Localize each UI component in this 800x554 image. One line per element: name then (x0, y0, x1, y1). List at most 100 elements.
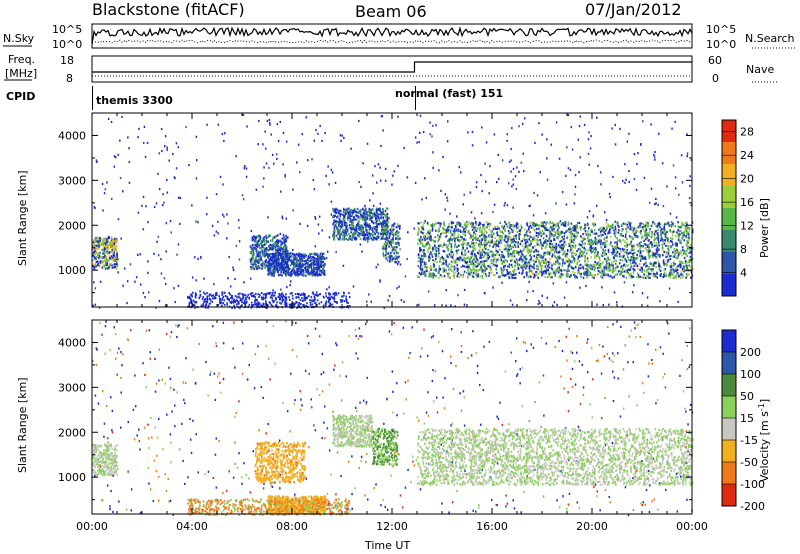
echo-cell (376, 219, 379, 222)
echo-cell (465, 226, 467, 229)
echo-cell (675, 244, 677, 247)
echo-cell (473, 248, 475, 251)
noise-echo (635, 188, 638, 191)
echo-cell (640, 256, 642, 259)
echo-cell (271, 265, 274, 268)
echo-cell (284, 250, 286, 254)
echo-cell (648, 254, 650, 257)
echo-cell (111, 248, 113, 251)
noise-echo (242, 113, 245, 116)
noise-echo (605, 218, 608, 222)
noise-strip: 10^5 10^0 10^5 10^0 N.Sky N.Search (3, 23, 796, 51)
echo-cell (299, 263, 301, 266)
noise-echo (446, 199, 449, 202)
echo-cell (516, 259, 519, 262)
noise-echo (532, 214, 535, 217)
echo-cell (345, 212, 347, 215)
echo-cell (111, 245, 114, 248)
echo-cell (285, 260, 287, 263)
echo-cell (324, 263, 326, 266)
echo-cell (558, 234, 560, 238)
echo-cell (631, 238, 634, 241)
echo-cell (544, 246, 547, 250)
echo-cell (112, 251, 114, 254)
echo-cell (677, 230, 680, 233)
echo-cell (281, 247, 284, 250)
echo-cell (257, 255, 260, 258)
noise-echo (103, 250, 106, 253)
echo-cell (561, 222, 564, 225)
echo-cell (605, 244, 607, 247)
echo-cell (364, 212, 366, 215)
noise-echo (137, 136, 139, 139)
echo-cell (442, 250, 445, 253)
noise-echo (509, 299, 512, 302)
noise-echo (451, 250, 454, 254)
echo-cell (349, 234, 351, 238)
echo-cell (496, 250, 499, 253)
echo-cell (268, 245, 270, 248)
echo-cell (498, 254, 501, 257)
echo-cell (384, 254, 387, 257)
echo-cell (251, 236, 254, 239)
echo-cell (626, 251, 628, 254)
noise-echo (625, 260, 628, 263)
echo-cell (96, 244, 98, 247)
echo-cell (421, 270, 423, 273)
echo-cell (316, 262, 319, 265)
echo-cell (497, 234, 500, 237)
echo-cell (319, 272, 321, 275)
echo-cell (545, 226, 547, 229)
noise-echo (272, 289, 274, 292)
echo-cell (544, 240, 546, 243)
noise-echo (622, 234, 624, 238)
noise-echo (484, 162, 486, 165)
echo-cell (621, 271, 623, 274)
echo-cell (597, 273, 599, 276)
echo-cell (459, 222, 462, 225)
echo-cell (394, 257, 397, 261)
echo-cell (532, 221, 535, 225)
echo-cell (643, 229, 645, 232)
echo-cell (673, 248, 676, 251)
noise-echo (224, 132, 226, 135)
echo-cell (296, 262, 299, 265)
echo-cell (363, 234, 366, 237)
noise-echo (352, 285, 355, 288)
echo-cell (609, 231, 611, 234)
echo-cell (542, 225, 545, 228)
echo-cell (324, 273, 326, 276)
echo-cell (658, 221, 660, 225)
echo-cell (594, 274, 596, 277)
echo-cell (594, 232, 596, 235)
echo-cell (596, 263, 598, 266)
echo-cell (438, 227, 440, 230)
echo-cell (417, 232, 419, 235)
echo-cell (395, 251, 398, 255)
echo-cell (524, 246, 527, 249)
echo-cell (102, 239, 104, 242)
echo-cell (276, 253, 278, 256)
echo-cell (395, 246, 397, 249)
echo-cell (616, 255, 618, 258)
echo-cell (557, 245, 560, 248)
echo-cell (455, 226, 457, 229)
echo-cell (647, 224, 649, 227)
echo-cell (536, 224, 538, 227)
echo-cell (113, 259, 115, 262)
echo-cell (551, 222, 554, 225)
echo-cell (418, 222, 421, 225)
echo-cell (276, 258, 278, 261)
echo-cell (600, 229, 603, 232)
echo-cell (423, 261, 426, 264)
noise-echo (655, 197, 657, 200)
echo-cell (282, 252, 284, 255)
noise-echo (290, 280, 292, 283)
echo-cell (430, 224, 432, 227)
echo-cell (555, 223, 557, 226)
echo-cell (385, 257, 387, 260)
echo-cell (366, 222, 368, 225)
noise-echo (175, 142, 178, 145)
echo-cell (359, 237, 362, 240)
echo-cell (483, 234, 486, 237)
